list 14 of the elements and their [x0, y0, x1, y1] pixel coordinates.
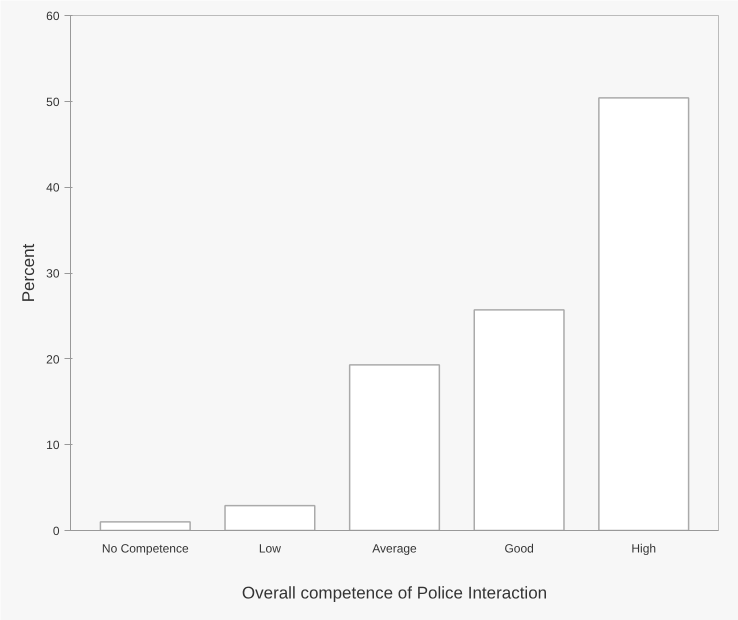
x-tick-label: No Competence — [102, 542, 189, 556]
y-tick-label: 60 — [46, 9, 60, 23]
x-tick-label: Low — [258, 542, 282, 556]
y-tick-label: 40 — [46, 180, 60, 195]
y-axis-title: Percent — [19, 243, 38, 302]
x-tick-label: Average — [372, 542, 418, 556]
y-tick-label: 20 — [46, 352, 60, 366]
y-tick-label: 10 — [46, 438, 60, 452]
x-tick-label: Good — [504, 542, 534, 556]
y-tick-label: 50 — [46, 94, 60, 109]
x-axis-title: Overall competence of Police Interaction — [242, 584, 548, 602]
x-tick-label: High — [631, 542, 656, 556]
y-tick-label: 30 — [46, 266, 60, 280]
y-tick-label: 0 — [52, 524, 60, 538]
